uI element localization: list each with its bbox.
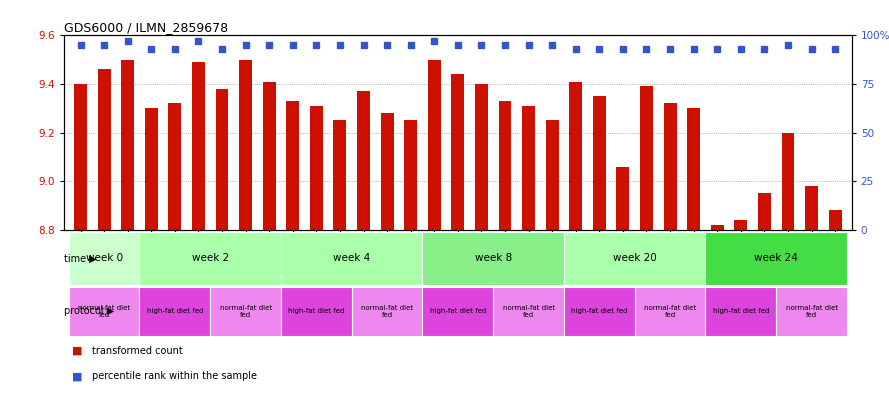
Text: week 8: week 8 <box>475 253 512 263</box>
Text: transformed count: transformed count <box>92 346 182 356</box>
Bar <box>422 287 493 336</box>
Text: GDS6000 / ILMN_2859678: GDS6000 / ILMN_2859678 <box>64 21 228 34</box>
Text: normal-fat diet
fed: normal-fat diet fed <box>644 305 696 318</box>
Bar <box>564 287 635 336</box>
Bar <box>140 232 281 285</box>
Bar <box>475 84 488 230</box>
Text: ■: ■ <box>72 371 83 381</box>
Bar <box>734 220 748 230</box>
Text: high-fat diet fed: high-fat diet fed <box>571 309 628 314</box>
Bar <box>428 60 441 230</box>
Bar <box>357 91 370 230</box>
Bar <box>333 121 347 230</box>
Bar <box>281 287 352 336</box>
Text: week 24: week 24 <box>754 253 798 263</box>
Bar <box>776 287 847 336</box>
Bar <box>758 193 771 230</box>
Bar <box>829 210 842 230</box>
Bar <box>663 103 677 230</box>
Text: high-fat diet fed: high-fat diet fed <box>288 309 345 314</box>
Bar <box>68 232 140 285</box>
Text: high-fat diet fed: high-fat diet fed <box>429 309 486 314</box>
Bar <box>452 74 464 230</box>
Bar <box>706 232 847 285</box>
Text: time ▶: time ▶ <box>65 253 97 263</box>
Bar <box>805 186 818 230</box>
Bar <box>352 287 422 336</box>
Bar <box>711 225 724 230</box>
Bar <box>499 101 511 230</box>
Bar <box>706 287 776 336</box>
Bar <box>210 287 281 336</box>
Bar <box>215 89 228 230</box>
Text: week 2: week 2 <box>192 253 228 263</box>
Bar <box>121 60 134 230</box>
Bar <box>546 121 558 230</box>
Text: protocol ▶: protocol ▶ <box>65 307 115 316</box>
Bar <box>687 108 701 230</box>
Bar <box>522 106 535 230</box>
Bar <box>140 287 210 336</box>
Bar <box>593 96 605 230</box>
Text: normal-fat diet
fed: normal-fat diet fed <box>220 305 272 318</box>
Bar <box>635 287 706 336</box>
Bar <box>74 84 87 230</box>
Text: normal-fat diet
fed: normal-fat diet fed <box>786 305 837 318</box>
Text: normal-fat diet
fed: normal-fat diet fed <box>78 305 130 318</box>
Bar <box>640 86 653 230</box>
Text: high-fat diet fed: high-fat diet fed <box>147 309 203 314</box>
Bar <box>310 106 323 230</box>
Bar <box>616 167 629 230</box>
Bar <box>564 232 706 285</box>
Bar <box>569 82 582 230</box>
Bar <box>380 113 394 230</box>
Bar <box>422 232 564 285</box>
Text: normal-fat diet
fed: normal-fat diet fed <box>502 305 555 318</box>
Text: week 4: week 4 <box>333 253 371 263</box>
Bar <box>98 70 110 230</box>
Bar <box>239 60 252 230</box>
Bar <box>192 62 204 230</box>
Bar <box>262 82 276 230</box>
Text: high-fat diet fed: high-fat diet fed <box>713 309 769 314</box>
Bar <box>68 287 140 336</box>
Text: ■: ■ <box>72 346 83 356</box>
Text: percentile rank within the sample: percentile rank within the sample <box>92 371 257 381</box>
Bar <box>404 121 417 230</box>
Text: week 20: week 20 <box>613 253 657 263</box>
Bar <box>493 287 564 336</box>
Bar <box>281 232 422 285</box>
Bar <box>145 108 157 230</box>
Bar <box>286 101 300 230</box>
Bar <box>168 103 181 230</box>
Bar <box>781 133 795 230</box>
Text: normal-fat diet
fed: normal-fat diet fed <box>361 305 413 318</box>
Text: week 0: week 0 <box>85 253 123 263</box>
